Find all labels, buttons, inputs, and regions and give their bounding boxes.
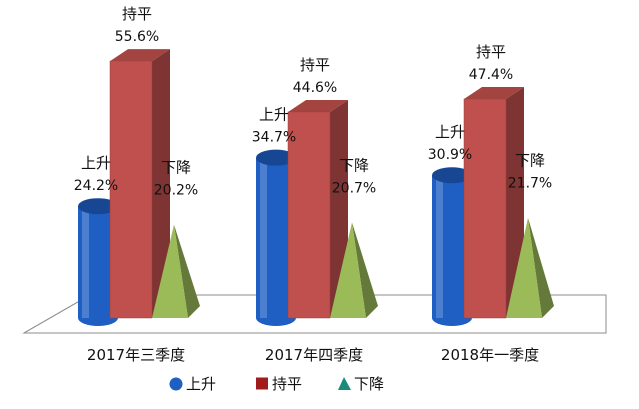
legend-label-2: 下降 — [354, 375, 384, 393]
legend-item-1: 持平 — [256, 375, 302, 393]
legend-swatch-2 — [338, 377, 351, 390]
value-label-rising-1: 34.7% — [252, 130, 296, 146]
value-label-falling-2: 21.7% — [508, 176, 552, 192]
series-label-falling-0: 下降 — [161, 159, 191, 177]
value-label-rising-2: 30.9% — [428, 147, 472, 163]
bar-flat-0 — [109, 49, 170, 319]
series-label-rising-0: 上升 — [81, 154, 111, 172]
series-label-rising-2: 上升 — [435, 123, 465, 141]
bar-rising-2 — [432, 167, 472, 326]
legend-label-1: 持平 — [272, 375, 302, 393]
category-label-1: 2017年四季度 — [265, 346, 363, 364]
bar-falling-2 — [506, 217, 554, 318]
series-label-falling-1: 下降 — [339, 156, 369, 174]
value-label-flat-0: 55.6% — [115, 29, 159, 45]
series-label-flat-0: 持平 — [122, 5, 152, 23]
legend-item-2: 下降 — [338, 375, 384, 393]
bar-falling-1 — [330, 222, 378, 318]
legend-label-0: 上升 — [186, 375, 216, 393]
legend-swatch-1 — [256, 377, 268, 390]
value-label-flat-1: 44.6% — [293, 80, 337, 96]
series-label-flat-1: 持平 — [300, 56, 330, 74]
bar-falling-0 — [152, 224, 200, 318]
bar-flat-2 — [463, 87, 524, 319]
category-label-0: 2017年三季度 — [87, 346, 185, 364]
value-label-falling-1: 20.7% — [332, 180, 376, 196]
series-label-falling-2: 下降 — [515, 152, 545, 170]
series-label-flat-2: 持平 — [476, 43, 506, 61]
bar-rising-0 — [78, 198, 118, 326]
category-label-2: 2018年一季度 — [441, 346, 539, 364]
value-label-flat-2: 47.4% — [469, 67, 513, 83]
series-label-rising-1: 上升 — [259, 106, 289, 124]
value-label-falling-0: 20.2% — [154, 183, 198, 199]
legend-swatch-0 — [169, 377, 183, 391]
value-label-rising-0: 24.2% — [74, 178, 118, 194]
legend-item-0: 上升 — [169, 375, 216, 393]
bar-flat-1 — [287, 99, 348, 319]
bar-rising-1 — [256, 149, 296, 326]
